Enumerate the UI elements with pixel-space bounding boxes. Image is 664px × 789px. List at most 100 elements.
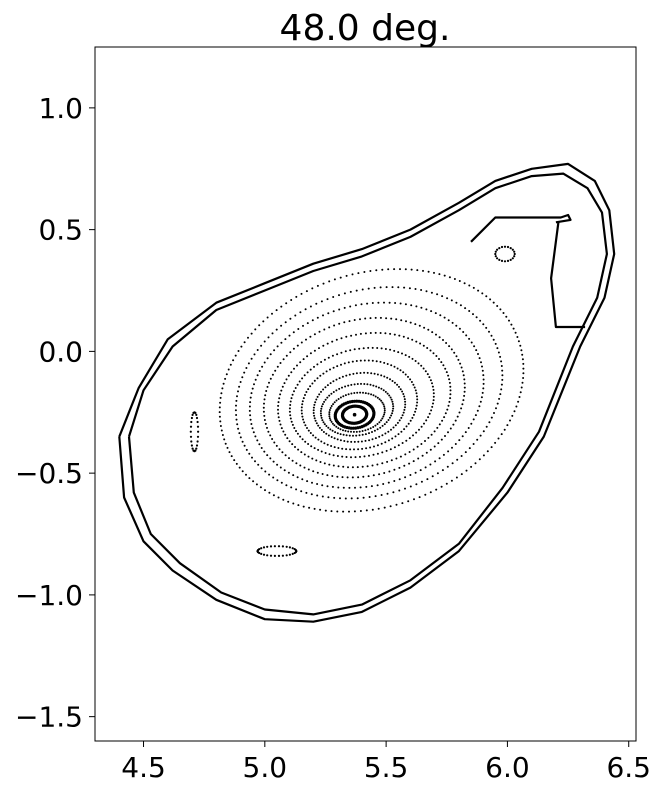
surface-point [364,439,367,442]
surface-point [300,341,303,344]
surface-point [501,369,504,372]
surface-point [468,284,471,287]
surface-point [279,393,282,396]
surface-point [311,457,314,460]
surface-point [348,434,351,437]
surface-point [320,429,323,431]
surface-point [299,464,302,467]
surface-point [501,374,504,377]
y-tick-label: −1.0 [15,579,83,612]
island-point [494,255,497,258]
surface-point [220,392,223,395]
surface-point [307,388,310,391]
surface-point [292,331,295,334]
surfaces-layer [189,245,525,558]
surface-point [262,410,265,413]
surface-point [347,430,350,433]
surface-point [303,466,306,469]
surface-point [480,361,482,364]
surface-point [279,423,282,426]
surface-point [438,423,441,426]
surface-point [351,273,354,276]
surface-point [280,389,283,392]
surface-point [307,468,310,471]
surface-point [290,299,293,301]
surface-point [303,374,306,377]
surface-point [311,382,314,385]
surface-point [521,358,524,361]
surface-point [410,381,413,383]
island-point [190,440,193,443]
surface-point [395,318,398,321]
surface-point [264,394,267,397]
surface-point [337,427,340,430]
surface-point [442,339,444,341]
surface-point [343,321,346,324]
surface-point [425,451,428,454]
surface-point [333,496,336,499]
surface-point [495,407,497,410]
surface-point [301,403,304,406]
surface-point [438,358,440,360]
surface-point [474,414,477,417]
surface-point [302,397,305,400]
island-point [288,546,291,549]
surface-point [383,409,386,412]
surface-point [512,327,515,330]
surface-point [454,443,457,445]
surface-point [367,359,370,362]
surface-point [374,316,377,319]
surface-point [331,475,334,477]
surface-point [472,443,475,445]
surface-point [364,332,367,335]
surface-point [382,415,385,418]
surface-point [319,374,322,377]
surface-point [470,341,473,344]
surface-point [497,351,500,354]
surface-point [404,303,407,306]
surface-point [294,446,296,448]
surface-point [414,389,417,392]
surface-point [309,385,312,388]
surface-point [341,375,344,378]
surface-point [412,460,415,463]
surface-point [305,290,308,293]
surface-point [301,438,304,441]
surface-point [277,408,279,411]
surface-point [446,297,449,300]
surface-point [218,415,221,418]
surface-point [250,392,253,395]
surface-point [315,459,318,462]
surface-point [331,429,334,432]
surface-point [348,373,351,376]
island-point [281,554,284,557]
surface-point [375,385,378,388]
surface-point [369,427,372,430]
surface-point [500,365,503,367]
surface-point [373,429,376,432]
surface-point [320,390,322,393]
surface-point [472,286,475,289]
surface-point [296,476,299,479]
surface-point [403,286,406,289]
surface-point [293,427,296,429]
surface-point [421,454,424,457]
surface-point [272,476,275,479]
surface-point [239,436,242,439]
island-point [513,252,516,256]
surface-point [389,348,392,351]
surface-point [426,347,429,349]
surface-point [333,437,336,440]
surface-point [339,276,342,279]
surface-point [415,431,418,434]
surface-point [232,359,235,362]
surface-point [309,432,312,434]
surface-point [391,400,394,403]
surface-point [349,426,353,430]
walls-layer [118,162,616,623]
surface-point [453,351,456,354]
surface-point [427,416,430,419]
surface-point [415,392,418,395]
surface-point [390,364,393,367]
surface-point [372,412,376,416]
